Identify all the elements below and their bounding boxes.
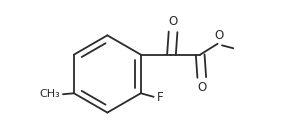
- Text: O: O: [214, 29, 223, 42]
- Text: F: F: [157, 91, 164, 104]
- Text: O: O: [168, 15, 178, 28]
- Text: O: O: [197, 81, 206, 94]
- Text: CH₃: CH₃: [39, 89, 60, 99]
